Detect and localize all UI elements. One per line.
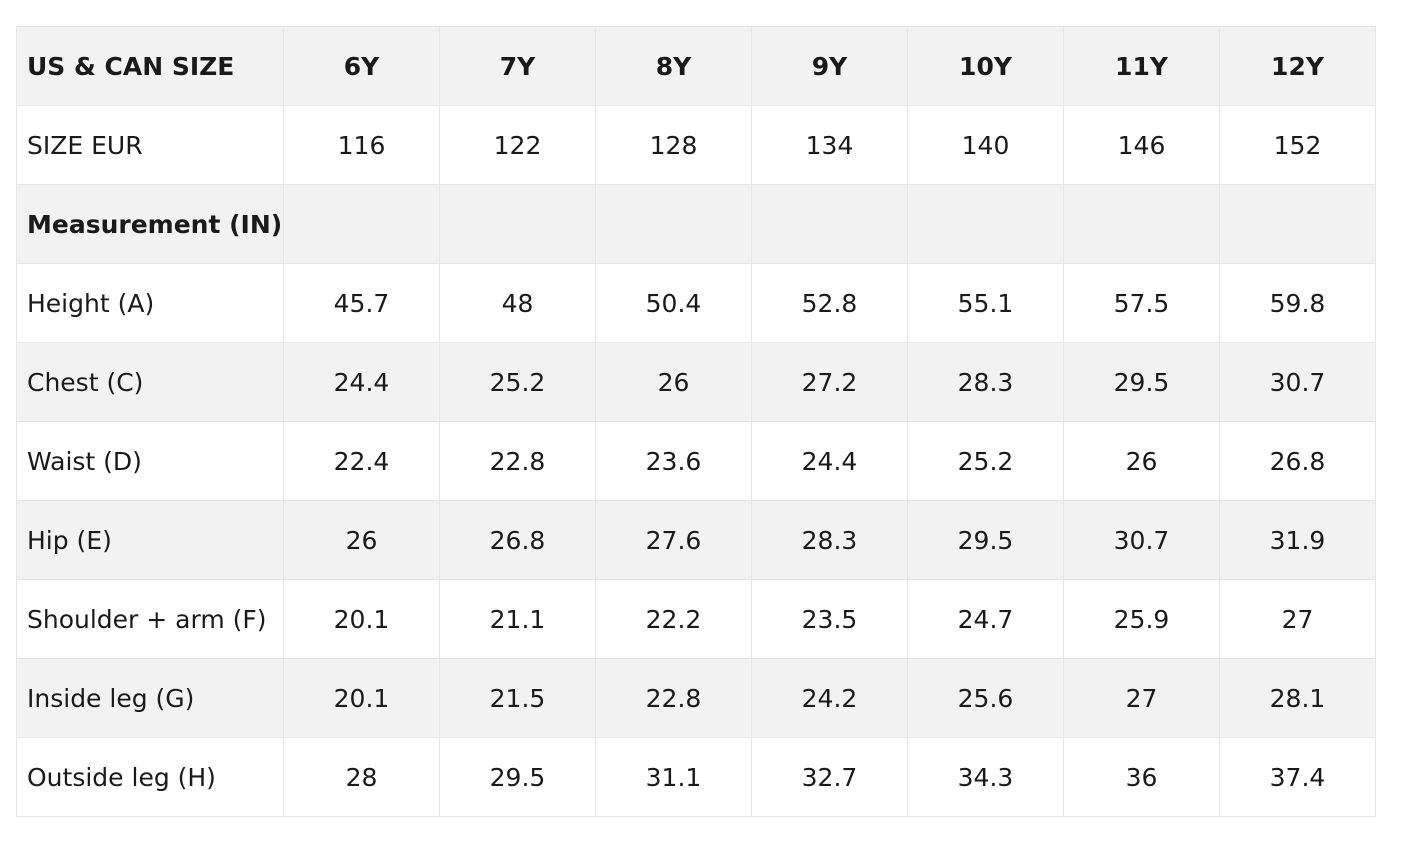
table-cell: 27.6: [595, 500, 752, 580]
table-cell: 29.5: [907, 500, 1064, 580]
table-cell: 116: [283, 105, 440, 185]
table-cell: 45.7: [283, 263, 440, 343]
table-cell: 28.1: [1219, 658, 1376, 738]
table-cell: 26.8: [1219, 421, 1376, 501]
size-header-6y: 6Y: [283, 26, 440, 106]
table-row: Waist (D) 22.4 22.8 23.6 24.4 25.2 26 26…: [16, 421, 1376, 501]
table-cell: 27: [1063, 658, 1220, 738]
table-cell: 37.4: [1219, 737, 1376, 817]
measurement-section-row: Measurement (IN): [16, 184, 1376, 264]
row-label: Height (A): [16, 263, 284, 343]
table-cell: 59.8: [1219, 263, 1376, 343]
table-cell: 24.2: [751, 658, 908, 738]
table-row: Hip (E) 26 26.8 27.6 28.3 29.5 30.7 31.9: [16, 500, 1376, 580]
table-row: Height (A) 45.7 48 50.4 52.8 55.1 57.5 5…: [16, 263, 1376, 343]
size-chart: US & CAN SIZE 6Y 7Y 8Y 9Y 10Y 11Y 12Y SI…: [16, 26, 1376, 817]
section-label: Measurement (IN): [16, 184, 284, 264]
row-label: Chest (C): [16, 342, 284, 422]
table-cell: 52.8: [751, 263, 908, 343]
row-label: Inside leg (G): [16, 658, 284, 738]
table-cell: 27: [1219, 579, 1376, 659]
table-cell: 21.1: [439, 579, 596, 659]
table-cell-empty: [1219, 184, 1376, 264]
table-cell: 28: [283, 737, 440, 817]
table-cell: 22.8: [595, 658, 752, 738]
table-cell-empty: [595, 184, 752, 264]
table-cell: 31.9: [1219, 500, 1376, 580]
table-cell: 25.6: [907, 658, 1064, 738]
size-header-9y: 9Y: [751, 26, 908, 106]
table-cell: 25.9: [1063, 579, 1220, 659]
table-row: Shoulder + arm (F) 20.1 21.1 22.2 23.5 2…: [16, 579, 1376, 659]
table-cell: 32.7: [751, 737, 908, 817]
table-cell-empty: [907, 184, 1064, 264]
row-label: Hip (E): [16, 500, 284, 580]
table-cell: 24.4: [751, 421, 908, 501]
table-cell: 24.7: [907, 579, 1064, 659]
table-cell-empty: [439, 184, 596, 264]
table-cell: 36: [1063, 737, 1220, 817]
table-cell: 140: [907, 105, 1064, 185]
header-row: US & CAN SIZE 6Y 7Y 8Y 9Y 10Y 11Y 12Y: [16, 26, 1376, 106]
table-cell: 24.4: [283, 342, 440, 422]
table-cell: 29.5: [439, 737, 596, 817]
table-cell: 27.2: [751, 342, 908, 422]
table-cell: 128: [595, 105, 752, 185]
table-cell: 25.2: [907, 421, 1064, 501]
row-label: Shoulder + arm (F): [16, 579, 284, 659]
table-cell: 48: [439, 263, 596, 343]
table-cell: 134: [751, 105, 908, 185]
size-header-7y: 7Y: [439, 26, 596, 106]
table-cell: 21.5: [439, 658, 596, 738]
table-cell: 28.3: [751, 500, 908, 580]
size-header-10y: 10Y: [907, 26, 1064, 106]
table-cell: 22.4: [283, 421, 440, 501]
size-header-12y: 12Y: [1219, 26, 1376, 106]
table-cell: 55.1: [907, 263, 1064, 343]
table-cell: 152: [1219, 105, 1376, 185]
table-cell-empty: [751, 184, 908, 264]
table-cell: 22.2: [595, 579, 752, 659]
table-cell: 23.5: [751, 579, 908, 659]
table-cell: 20.1: [283, 579, 440, 659]
table-cell: 34.3: [907, 737, 1064, 817]
table-cell: 22.8: [439, 421, 596, 501]
table-cell: 146: [1063, 105, 1220, 185]
table-cell: 26: [283, 500, 440, 580]
table-cell: 50.4: [595, 263, 752, 343]
table-cell: 28.3: [907, 342, 1064, 422]
table-cell: 31.1: [595, 737, 752, 817]
table-cell: 30.7: [1219, 342, 1376, 422]
size-chart-table: US & CAN SIZE 6Y 7Y 8Y 9Y 10Y 11Y 12Y SI…: [16, 26, 1376, 817]
table-cell-empty: [283, 184, 440, 264]
table-cell: 57.5: [1063, 263, 1220, 343]
table-cell: 26.8: [439, 500, 596, 580]
size-header-8y: 8Y: [595, 26, 752, 106]
table-cell: 26: [1063, 421, 1220, 501]
table-cell-empty: [1063, 184, 1220, 264]
row-label: Waist (D): [16, 421, 284, 501]
table-cell: 29.5: [1063, 342, 1220, 422]
table-cell: 30.7: [1063, 500, 1220, 580]
row-label: SIZE EUR: [16, 105, 284, 185]
table-cell: 25.2: [439, 342, 596, 422]
table-cell: 23.6: [595, 421, 752, 501]
header-label: US & CAN SIZE: [16, 26, 284, 106]
table-row: Outside leg (H) 28 29.5 31.1 32.7 34.3 3…: [16, 737, 1376, 817]
table-cell: 122: [439, 105, 596, 185]
table-row: Inside leg (G) 20.1 21.5 22.8 24.2 25.6 …: [16, 658, 1376, 738]
table-row: Chest (C) 24.4 25.2 26 27.2 28.3 29.5 30…: [16, 342, 1376, 422]
table-cell: 26: [595, 342, 752, 422]
size-eur-row: SIZE EUR 116 122 128 134 140 146 152: [16, 105, 1376, 185]
row-label: Outside leg (H): [16, 737, 284, 817]
table-cell: 20.1: [283, 658, 440, 738]
size-header-11y: 11Y: [1063, 26, 1220, 106]
